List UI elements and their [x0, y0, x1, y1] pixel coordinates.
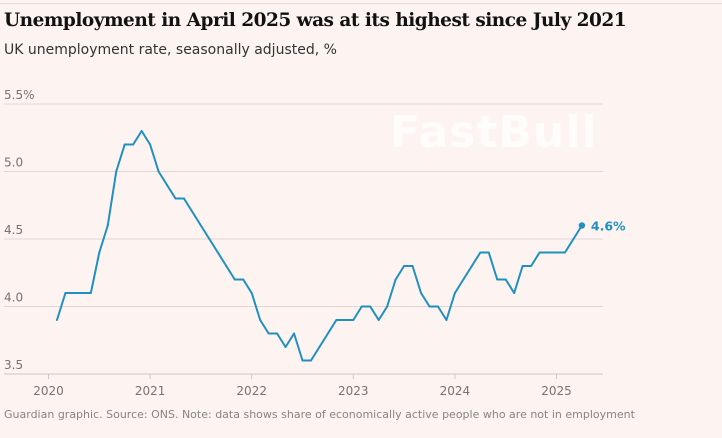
top-rule — [0, 3, 722, 4]
line-segment — [530, 251, 541, 267]
last-data-point — [578, 222, 586, 229]
line-segment — [513, 265, 524, 294]
line-segment — [276, 332, 287, 348]
line-segment — [199, 224, 211, 240]
line-segment — [377, 305, 389, 321]
y-tick-label: 4.0 — [4, 291, 23, 305]
line-segment — [352, 305, 363, 321]
line-segment — [284, 332, 296, 348]
line-segment — [55, 292, 67, 321]
line-segment — [98, 224, 109, 254]
line-segment — [420, 292, 431, 308]
line-segment — [166, 184, 177, 200]
line-segment — [445, 292, 456, 321]
line-segment — [411, 265, 423, 294]
line-segment — [182, 197, 194, 213]
line-segment — [115, 143, 126, 173]
line-segment — [259, 319, 270, 335]
line-segment — [89, 251, 101, 294]
line-segment — [208, 238, 219, 254]
line-segment — [250, 292, 262, 321]
line-segment — [470, 251, 482, 267]
line-segment — [106, 170, 118, 227]
chart-subtitle: UK unemployment rate, seasonally adjuste… — [4, 42, 337, 58]
y-tick-label: 5.5% — [4, 88, 35, 102]
line-segment — [369, 305, 380, 321]
line-segment — [191, 211, 202, 227]
line-segment — [216, 251, 228, 267]
line-segment — [563, 238, 575, 254]
x-tick-label: 2020 — [33, 384, 64, 398]
x-tick-label: 2022 — [236, 384, 267, 398]
line-segment — [225, 265, 236, 281]
line-segment — [326, 319, 338, 335]
line-segment — [386, 278, 397, 308]
y-tick-label: 5.0 — [4, 156, 23, 170]
line-segment — [318, 332, 329, 348]
line-segment — [436, 305, 448, 321]
line-segment — [293, 332, 304, 362]
line-segment — [149, 143, 160, 173]
line-segment — [462, 265, 473, 281]
y-tick-label: 3.5 — [4, 358, 23, 372]
line-segment — [487, 251, 499, 281]
line-segment — [309, 346, 321, 362]
line-segment — [157, 170, 169, 186]
x-tick-label: 2024 — [440, 384, 471, 398]
last-value-label: 4.6% — [591, 219, 626, 234]
source-note: Guardian graphic. Source: ONS. Note: dat… — [4, 408, 635, 421]
line-segment — [504, 278, 516, 294]
x-tick-label: 2025 — [541, 384, 572, 398]
fastbull-watermark: FastBull — [390, 107, 598, 158]
line-segment — [132, 130, 143, 146]
line-segment — [394, 265, 406, 281]
line-segment — [242, 278, 253, 294]
x-tick-label: 2021 — [135, 384, 166, 398]
chart-title: Unemployment in April 2025 was at its hi… — [4, 10, 627, 31]
y-tick-label: 4.5 — [4, 223, 23, 237]
x-tick-label: 2023 — [338, 384, 369, 398]
line-segment — [140, 130, 152, 146]
line-segment — [453, 278, 465, 294]
